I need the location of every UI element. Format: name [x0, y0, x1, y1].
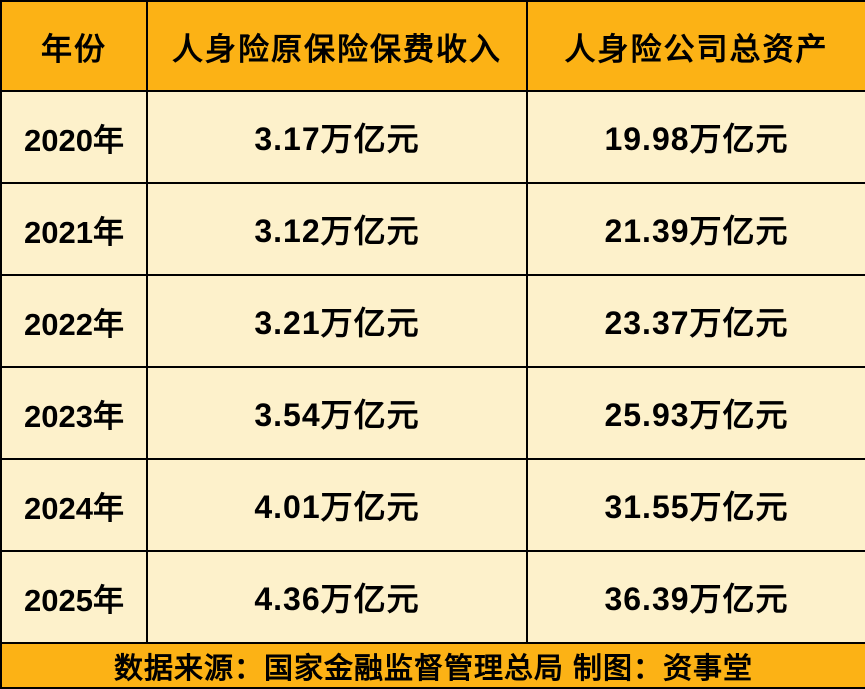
- year-cell: 2024年: [0, 458, 148, 552]
- total-assets-cell: 23.37万亿元: [526, 274, 865, 368]
- year-cell: 2023年: [0, 366, 148, 460]
- premium-income-cell: 3.17万亿元: [146, 90, 528, 184]
- total-assets-cell: 25.93万亿元: [526, 366, 865, 460]
- total-assets-cell: 19.98万亿元: [526, 90, 865, 184]
- table-row: 2020年 3.17万亿元 19.98万亿元: [0, 90, 865, 184]
- table-row: 2023年 3.54万亿元 25.93万亿元: [0, 366, 865, 460]
- premium-income-cell: 3.21万亿元: [146, 274, 528, 368]
- year-cell: 2021年: [0, 182, 148, 276]
- total-assets-cell: 36.39万亿元: [526, 550, 865, 644]
- premium-income-cell: 4.01万亿元: [146, 458, 528, 552]
- table-body: 2020年 3.17万亿元 19.98万亿元 2021年 3.12万亿元 21.39万亿元…: [0, 90, 865, 644]
- table-header-row: 年份 人身险原保险保费收入 人身险公司总资产: [0, 0, 865, 92]
- total-assets-cell: 21.39万亿元: [526, 182, 865, 276]
- total-assets-cell: 31.55万亿元: [526, 458, 865, 552]
- year-cell: 2022年: [0, 274, 148, 368]
- premium-income-cell: 3.54万亿元: [146, 366, 528, 460]
- table-row: 2022年 3.21万亿元 23.37万亿元: [0, 274, 865, 368]
- table-row: 2024年 4.01万亿元 31.55万亿元: [0, 458, 865, 552]
- year-cell: 2025年: [0, 550, 148, 644]
- year-cell: 2020年: [0, 90, 148, 184]
- source-note: 数据来源：国家金融监督管理总局 制图：资事堂: [0, 642, 865, 689]
- table-row: 2021年 3.12万亿元 21.39万亿元: [0, 182, 865, 276]
- column-header-premium-income: 人身险原保险保费收入: [146, 0, 528, 92]
- table-footer-row: 数据来源：国家金融监督管理总局 制图：资事堂: [0, 642, 865, 689]
- premium-income-cell: 3.12万亿元: [146, 182, 528, 276]
- table-row: 2025年 4.36万亿元 36.39万亿元: [0, 550, 865, 644]
- premium-income-cell: 4.36万亿元: [146, 550, 528, 644]
- column-header-total-assets: 人身险公司总资产: [526, 0, 865, 92]
- column-header-year: 年份: [0, 0, 148, 92]
